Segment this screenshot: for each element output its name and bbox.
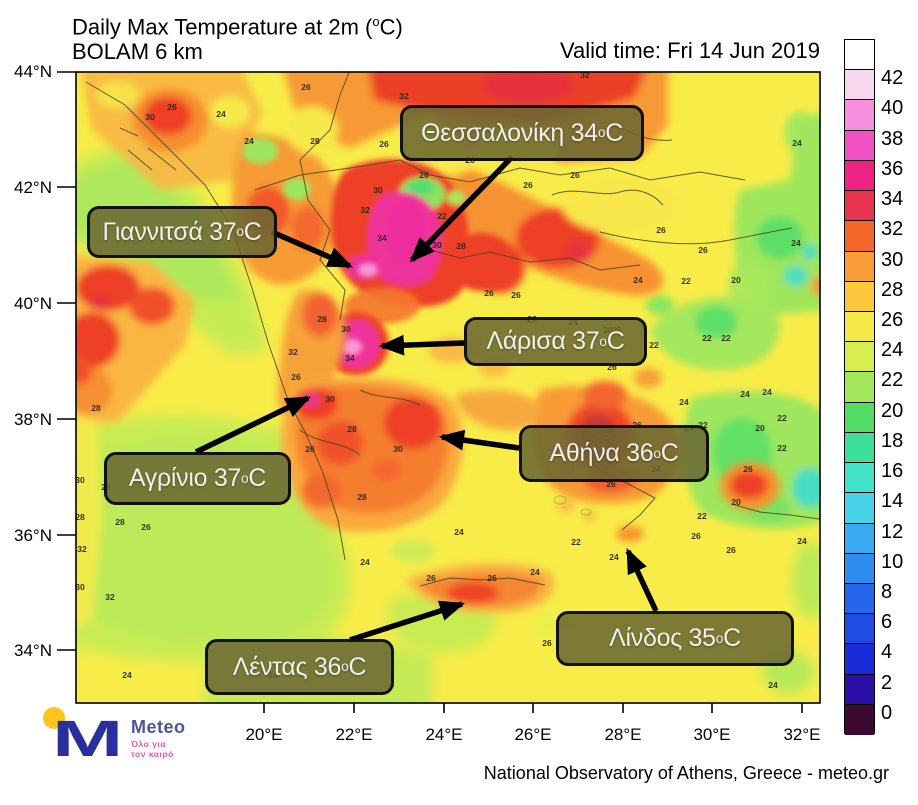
- svg-text:24: 24: [216, 109, 226, 119]
- svg-text:32: 32: [360, 205, 370, 215]
- svg-text:24: 24: [740, 389, 750, 399]
- svg-text:26: 26: [426, 573, 436, 583]
- svg-text:22: 22: [437, 211, 447, 221]
- svg-text:32: 32: [77, 544, 87, 554]
- svg-text:24: 24: [454, 527, 464, 537]
- svg-text:26: 26: [141, 522, 151, 532]
- svg-text:24: 24: [633, 275, 643, 285]
- svg-text:22: 22: [777, 443, 787, 453]
- svg-text:30: 30: [393, 444, 403, 454]
- svg-text:24: 24: [797, 536, 807, 546]
- svg-text:24: 24: [791, 238, 801, 248]
- svg-text:28: 28: [115, 517, 125, 527]
- svg-text:26: 26: [743, 464, 753, 474]
- svg-text:24: 24: [768, 680, 778, 690]
- svg-text:26: 26: [570, 170, 580, 180]
- svg-text:26: 26: [726, 545, 736, 555]
- svg-text:24: 24: [244, 136, 254, 146]
- svg-text:24: 24: [762, 387, 772, 397]
- svg-text:24: 24: [122, 670, 132, 680]
- svg-text:22: 22: [649, 340, 659, 350]
- svg-text:22: 22: [721, 333, 731, 343]
- svg-text:30: 30: [373, 185, 383, 195]
- svg-text:28: 28: [317, 314, 327, 324]
- svg-text:30: 30: [325, 394, 335, 404]
- svg-text:26: 26: [607, 362, 617, 372]
- svg-text:32: 32: [399, 91, 409, 101]
- svg-text:24: 24: [609, 552, 619, 562]
- svg-text:M: M: [52, 710, 123, 765]
- svg-text:30: 30: [432, 240, 442, 250]
- svg-text:26: 26: [291, 372, 301, 382]
- svg-text:22: 22: [681, 276, 691, 286]
- svg-text:28: 28: [357, 492, 367, 502]
- svg-text:24: 24: [360, 557, 370, 567]
- svg-text:26: 26: [167, 102, 177, 112]
- svg-text:26: 26: [484, 288, 494, 298]
- svg-text:28: 28: [347, 424, 357, 434]
- svg-text:24: 24: [530, 567, 540, 577]
- svg-text:28: 28: [456, 241, 466, 251]
- svg-text:30: 30: [145, 112, 155, 122]
- svg-text:26: 26: [305, 444, 315, 454]
- svg-text:22: 22: [697, 511, 707, 521]
- svg-text:28: 28: [310, 136, 320, 146]
- svg-text:26: 26: [606, 479, 616, 489]
- svg-text:20: 20: [731, 497, 741, 507]
- svg-text:24: 24: [679, 397, 689, 407]
- svg-text:30: 30: [75, 475, 85, 485]
- svg-text:22: 22: [702, 333, 712, 343]
- svg-text:24: 24: [792, 138, 802, 148]
- svg-text:26: 26: [698, 245, 708, 255]
- svg-text:Όλο για: Όλο για: [130, 739, 166, 749]
- svg-text:26: 26: [301, 82, 311, 92]
- svg-text:32: 32: [288, 347, 298, 357]
- svg-text:26: 26: [419, 170, 429, 180]
- svg-text:26: 26: [511, 290, 521, 300]
- svg-text:28: 28: [75, 512, 85, 522]
- svg-text:34: 34: [345, 353, 355, 363]
- svg-text:Meteo: Meteo: [131, 717, 186, 737]
- svg-text:τον καιρό: τον καιρό: [131, 749, 174, 759]
- svg-text:32: 32: [580, 70, 590, 80]
- svg-text:26: 26: [487, 573, 497, 583]
- svg-text:26: 26: [379, 139, 389, 149]
- svg-text:28: 28: [91, 403, 101, 413]
- svg-text:30: 30: [75, 582, 85, 592]
- svg-text:22: 22: [698, 420, 708, 430]
- svg-text:20: 20: [731, 275, 741, 285]
- svg-text:26: 26: [691, 531, 701, 541]
- svg-text:30: 30: [341, 324, 351, 334]
- svg-text:22: 22: [777, 413, 787, 423]
- svg-text:32: 32: [105, 592, 115, 602]
- svg-text:22: 22: [571, 537, 581, 547]
- svg-text:20: 20: [755, 423, 765, 433]
- svg-text:26: 26: [542, 638, 552, 648]
- svg-text:34: 34: [377, 233, 387, 243]
- svg-text:26: 26: [523, 180, 533, 190]
- svg-text:26: 26: [656, 225, 666, 235]
